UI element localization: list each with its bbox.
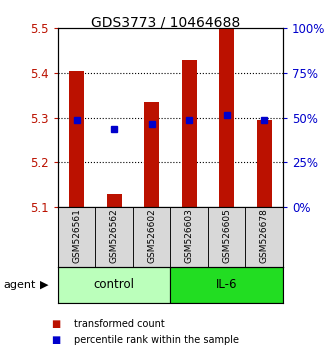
Bar bbox=[170, 267, 283, 303]
Bar bbox=[95, 207, 133, 267]
Text: GSM526605: GSM526605 bbox=[222, 209, 231, 263]
Text: control: control bbox=[94, 279, 135, 291]
Bar bbox=[257, 120, 272, 207]
Text: GSM526602: GSM526602 bbox=[147, 209, 156, 263]
Bar bbox=[69, 71, 84, 207]
Text: transformed count: transformed count bbox=[74, 319, 165, 329]
Bar bbox=[170, 207, 208, 267]
Text: ▶: ▶ bbox=[40, 280, 49, 290]
Bar bbox=[219, 28, 234, 207]
Bar bbox=[246, 207, 283, 267]
Text: agent: agent bbox=[3, 280, 36, 290]
Text: ■: ■ bbox=[51, 335, 61, 345]
Bar bbox=[144, 102, 159, 207]
Bar bbox=[58, 267, 170, 303]
Text: GDS3773 / 10464688: GDS3773 / 10464688 bbox=[91, 16, 240, 30]
Text: GSM526678: GSM526678 bbox=[260, 209, 269, 263]
Text: IL-6: IL-6 bbox=[216, 279, 237, 291]
Text: ■: ■ bbox=[51, 319, 61, 329]
Text: GSM526562: GSM526562 bbox=[110, 209, 119, 263]
Text: GSM526561: GSM526561 bbox=[72, 209, 81, 263]
Bar bbox=[182, 59, 197, 207]
Bar bbox=[133, 207, 170, 267]
Text: percentile rank within the sample: percentile rank within the sample bbox=[74, 335, 239, 345]
Bar bbox=[208, 207, 246, 267]
Text: GSM526603: GSM526603 bbox=[185, 209, 194, 263]
Bar bbox=[107, 194, 122, 207]
Bar bbox=[58, 207, 95, 267]
